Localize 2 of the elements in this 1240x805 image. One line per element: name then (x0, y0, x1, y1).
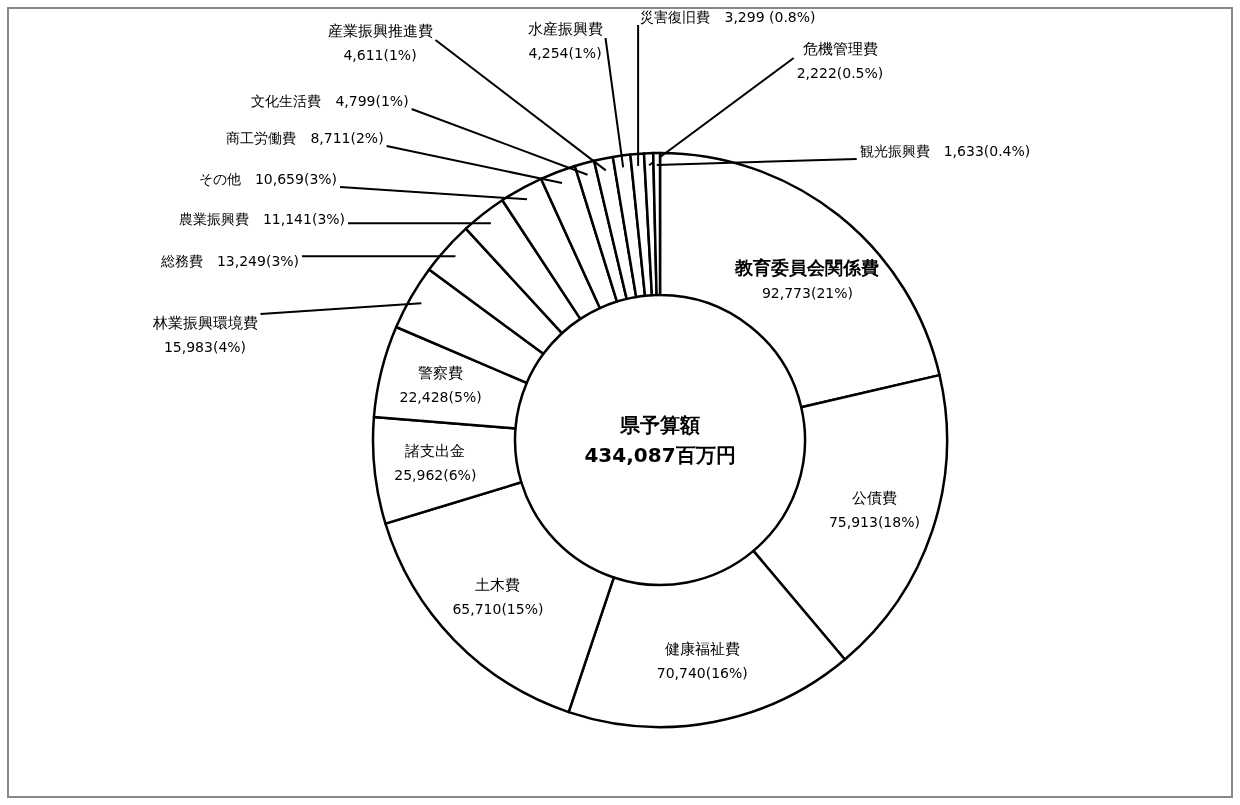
annotation: 県予算額 (620, 413, 700, 437)
annotation: 434,087百万円 (584, 443, 736, 467)
